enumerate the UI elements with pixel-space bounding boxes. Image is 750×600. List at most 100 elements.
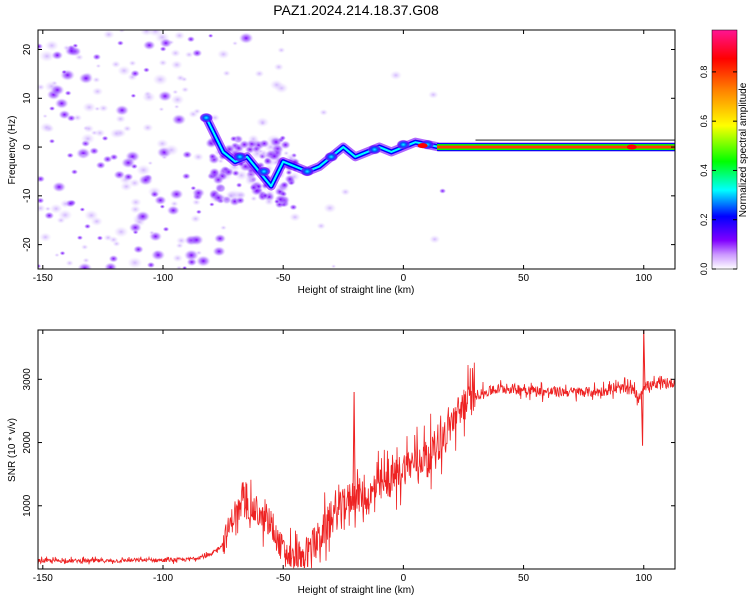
noise-speckle <box>103 234 113 242</box>
ridge-spot <box>300 166 315 177</box>
noise-speckle <box>84 223 92 230</box>
noise-speckle <box>427 90 439 99</box>
snr-x-axis-label: Height of straight line (km) <box>298 585 415 596</box>
ridge-peak <box>626 144 637 150</box>
noise-speckle <box>39 232 52 242</box>
noise-speckle <box>189 234 204 246</box>
colorbar-label: Normalized spectral amplitude <box>738 82 749 217</box>
noise-speckle <box>122 125 132 133</box>
y-tick-label: 10 <box>22 92 33 104</box>
y-tick-label: -20 <box>22 237 33 252</box>
noise-speckle <box>277 46 286 54</box>
noise-speckle <box>142 40 156 51</box>
noise-speckle <box>184 51 194 59</box>
noise-speckle <box>64 90 72 96</box>
noise-speckle <box>158 106 165 112</box>
snr-series-line <box>38 362 675 569</box>
noise-speckle <box>147 160 154 166</box>
noise-speckle <box>289 212 301 222</box>
noise-speckle <box>284 174 296 184</box>
noise-speckle <box>95 63 102 69</box>
noise-speckle <box>65 259 74 267</box>
noise-speckle <box>181 86 190 93</box>
noise-speckle <box>268 151 281 162</box>
noise-speckle <box>82 257 90 264</box>
noise-speckle <box>38 43 44 50</box>
noise-speckle <box>78 72 94 84</box>
noise-speckle <box>54 98 69 109</box>
noise-speckle <box>66 114 76 122</box>
noise-speckle <box>62 44 71 51</box>
noise-speckle <box>98 104 109 113</box>
noise-speckle <box>142 67 150 73</box>
noise-speckle <box>269 79 284 91</box>
noise-speckle <box>130 93 137 99</box>
noise-speckle <box>114 104 130 116</box>
noise-speckle <box>123 172 134 181</box>
spectrogram-x-axis-label: Height of straight line (km) <box>298 285 415 296</box>
colorbar: 0.0 0.2 0.4 0.6 0.8 Normalized spectral ampl… <box>699 29 749 276</box>
noise-speckle <box>121 157 136 169</box>
spectrogram-y-ticks: -20 -10 0 10 20 <box>22 44 675 252</box>
noise-speckle <box>135 164 152 176</box>
noise-speckle <box>128 60 137 67</box>
noise-speckle <box>94 106 101 112</box>
noise-speckle <box>173 104 180 109</box>
noise-speckle <box>172 253 184 263</box>
snr-spike <box>352 391 356 513</box>
noise-speckle <box>142 91 156 103</box>
noise-speckle <box>92 53 102 61</box>
noise-speckle <box>238 139 250 150</box>
x-tick-label: -150 <box>33 273 53 284</box>
noise-speckle <box>101 135 109 142</box>
page-title: PAZ1.2024.214.18.37.G08 <box>273 2 439 18</box>
noise-speckle <box>44 40 59 52</box>
noise-speckle <box>42 114 48 119</box>
noise-speckle <box>170 49 181 58</box>
noise-speckle <box>38 175 46 183</box>
noise-speckle <box>193 108 202 115</box>
colorbar-tick-label: 0.0 <box>699 263 709 276</box>
noise-speckle <box>190 214 201 223</box>
noise-speckle <box>108 254 119 263</box>
noise-speckle <box>273 199 280 205</box>
noise-speckle <box>235 182 243 188</box>
noise-speckle <box>92 76 101 84</box>
noise-speckle <box>154 195 167 206</box>
noise-speckle <box>223 167 235 177</box>
noise-speckle <box>79 153 87 159</box>
noise-speckle <box>52 181 67 193</box>
noise-speckle <box>159 38 173 48</box>
snr-x-ticks: -150 -100 -50 0 50 100 <box>33 330 653 584</box>
noise-speckle <box>150 190 160 198</box>
noise-speckle <box>249 183 259 192</box>
noise-speckle <box>186 36 196 43</box>
noise-speckle <box>116 40 124 46</box>
noise-speckle <box>110 60 121 69</box>
y-tick-label: 2000 <box>22 431 33 454</box>
y-tick-label: 1000 <box>22 494 33 517</box>
noise-speckle <box>331 264 337 269</box>
noise-speckle <box>279 135 287 141</box>
noise-speckle <box>259 139 270 148</box>
noise-speckle <box>142 123 154 133</box>
x-tick-label: 50 <box>518 273 530 284</box>
spectrogram-y-axis-label: Frequency (Hz) <box>7 116 18 185</box>
noise-speckle <box>91 87 104 96</box>
colorbar-tick-label: 0.2 <box>699 213 709 226</box>
noise-speckle <box>222 70 231 77</box>
noise-speckle <box>169 188 184 200</box>
noise-speckle <box>48 106 56 112</box>
noise-speckle <box>135 210 151 223</box>
noise-speckle <box>38 197 45 204</box>
noise-speckle <box>80 133 96 145</box>
y-tick-label: 20 <box>22 44 33 56</box>
spectrogram-ridge <box>199 112 675 191</box>
noise-speckle <box>77 262 93 269</box>
noise-speckle <box>102 155 113 163</box>
x-tick-label: 50 <box>518 573 530 584</box>
x-tick-label: 100 <box>635 573 652 584</box>
ridge-spot <box>199 112 214 123</box>
noise-speckle <box>90 216 103 227</box>
noise-speckle <box>213 233 227 244</box>
